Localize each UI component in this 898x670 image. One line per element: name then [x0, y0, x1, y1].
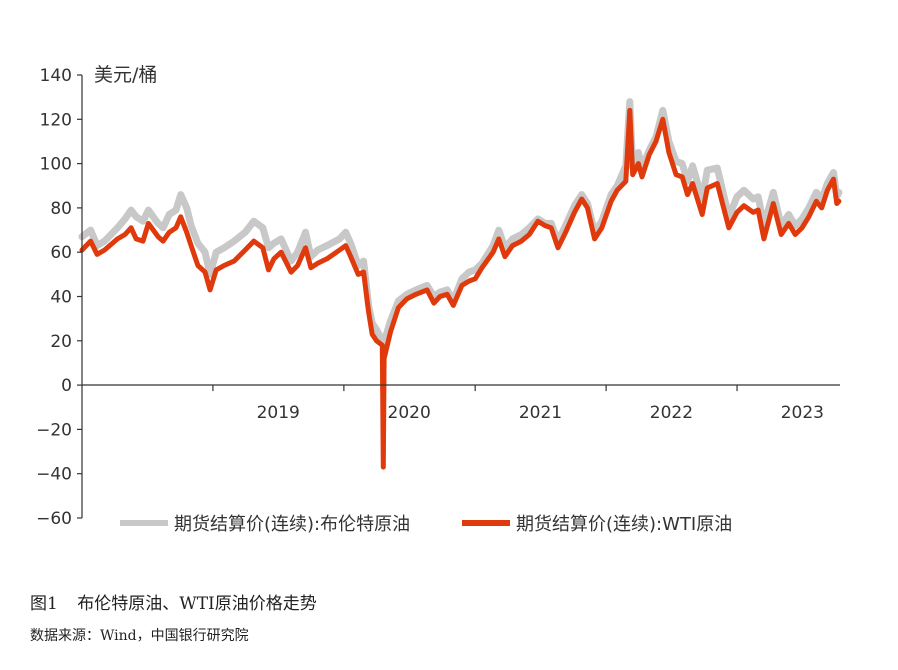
y-tick-label: 60: [50, 243, 72, 263]
figure-caption-text: 布伦特原油、WTI原油价格走势: [77, 594, 317, 614]
y-tick-label: −60: [36, 509, 72, 529]
y-axis-ticks: −60 −40 −20 0 20 40 60 80 100 120 140: [36, 66, 82, 529]
series-line-wti: [79, 107, 842, 470]
y-axis-unit-label: 美元/桶: [94, 64, 157, 86]
price-chart: −60 −40 −20 0 20 40 60 80 100 120 140 2019 2020 2021…: [36, 64, 843, 535]
y-tick-label: 120: [40, 110, 72, 130]
y-tick-label: −20: [36, 420, 72, 440]
y-tick-label: 0: [61, 376, 72, 396]
series-line-brent: [78, 98, 843, 347]
y-tick-label: 40: [50, 288, 72, 308]
legend-label-wti: 期货结算价(连续):WTI原油: [516, 514, 732, 535]
x-tick-label: 2020: [388, 403, 431, 423]
data-source: 数据来源：Wind，中国银行研究院: [30, 628, 249, 644]
y-tick-label: −40: [36, 465, 72, 485]
x-tick-label: 2019: [257, 403, 300, 423]
x-axis-ticks: 2019 2020 2021 2022 2023: [212, 385, 824, 423]
legend-item-brent: 期货结算价(连续):布伦特原油: [120, 514, 410, 535]
series-layer: [78, 98, 843, 470]
x-tick-label: 2021: [519, 403, 562, 423]
x-tick-label: 2022: [650, 403, 693, 423]
y-tick-label: 100: [40, 155, 72, 175]
legend-item-wti: 期货结算价(连续):WTI原油: [462, 514, 732, 535]
x-tick-label: 2023: [781, 403, 824, 423]
y-tick-label: 80: [50, 199, 72, 219]
axes-layer: [81, 75, 840, 518]
legend: 期货结算价(连续):布伦特原油 期货结算价(连续):WTI原油: [120, 514, 732, 535]
y-tick-label: 20: [50, 332, 72, 352]
figure-caption: 图1 布伦特原油、WTI原油价格走势: [30, 589, 317, 614]
figure-label: 图1: [30, 594, 58, 614]
y-tick-label: 140: [40, 66, 72, 86]
legend-label-brent: 期货结算价(连续):布伦特原油: [174, 514, 410, 535]
